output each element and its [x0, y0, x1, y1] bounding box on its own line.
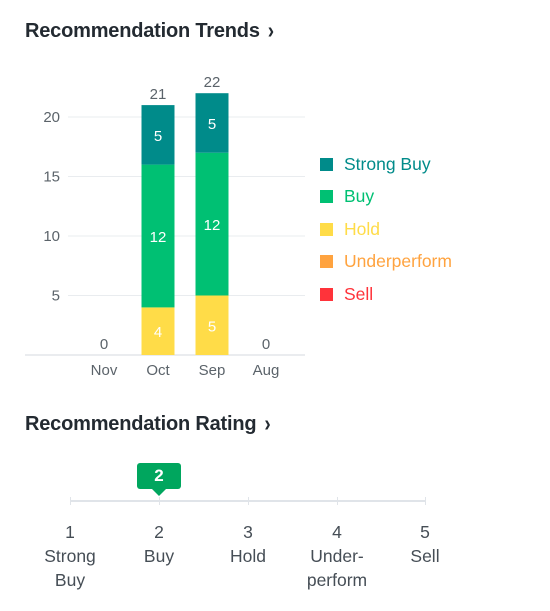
- rating-tick: [159, 497, 160, 505]
- rating-tick: [425, 497, 426, 505]
- y-tick-label: 10: [43, 228, 60, 245]
- bar-segment-hold: [141, 307, 175, 355]
- bar-total-label: 0: [262, 336, 270, 353]
- rating-scale-number: 3: [243, 522, 253, 542]
- rating-scale-number: 1: [65, 522, 75, 542]
- legend-label: Buy: [344, 186, 375, 207]
- recommendation-rating-scale: 1 Strong Buy 2 Buy 3 Hold 4 Under-perform 5 Sell 2: [0, 455, 550, 605]
- legend-label: Sell: [344, 283, 374, 304]
- bar-segment-label: 5: [154, 128, 162, 145]
- y-tick-label: 15: [43, 169, 60, 186]
- rating-scale-text: Strong: [44, 546, 96, 566]
- x-tick-label: Sep: [199, 362, 226, 379]
- legend-item-buy[interactable]: Buy: [320, 181, 452, 214]
- legend-swatch: [320, 190, 333, 204]
- chevron-right-icon: ›: [264, 411, 271, 437]
- legend-swatch: [320, 287, 333, 301]
- legend-item-sell[interactable]: Sell: [320, 278, 452, 311]
- legend-item-strong-buy[interactable]: Strong Buy: [320, 148, 452, 181]
- rating-scale-text: perform: [306, 570, 368, 590]
- legend-label: Underperform: [344, 251, 452, 272]
- rating-scale-label: 2 Buy: [109, 520, 209, 568]
- bar-segment-strong-buy: [195, 93, 229, 153]
- bar-segment-label: 12: [150, 229, 167, 246]
- rating-scale-label: 1 Strong Buy: [20, 520, 120, 592]
- bar-segment-label: 12: [204, 217, 221, 234]
- bar-segment-buy: [195, 152, 229, 296]
- rating-scale-number: 2: [154, 522, 164, 542]
- rating-scale-label: 4 Under-perform: [287, 520, 387, 592]
- bar-total-label: 0: [100, 336, 108, 353]
- bar-segment-label: 4: [154, 324, 162, 341]
- legend-label: Hold: [344, 218, 380, 239]
- rating-scale-text: Buy: [143, 546, 175, 566]
- bar-segment-strong-buy: [141, 105, 175, 165]
- chart-legend: Strong Buy Buy Hold Underperform Sell: [320, 148, 452, 311]
- x-tick-label: Oct: [146, 362, 170, 379]
- bar-segment-hold: [195, 295, 229, 355]
- legend-swatch: [320, 255, 333, 269]
- rating-tick: [248, 497, 249, 505]
- bar-segment-label: 5: [208, 116, 216, 133]
- legend-item-hold[interactable]: Hold: [320, 213, 452, 246]
- rating-scale-number: 4: [332, 522, 342, 542]
- chevron-right-icon: ›: [267, 18, 274, 44]
- recommendation-trends-title-text: Recommendation Trends: [25, 20, 260, 42]
- bar-total-label: 21: [150, 86, 167, 103]
- rating-scale-label: 3 Hold: [198, 520, 298, 568]
- rating-scale-line: [70, 500, 425, 502]
- recommendation-rating-title[interactable]: Recommendation Rating ›: [25, 411, 271, 437]
- bar-segment-buy: [141, 164, 175, 308]
- y-tick-label: 20: [43, 109, 60, 126]
- rating-scale-label: 5 Sell: [375, 520, 475, 568]
- legend-item-underperform[interactable]: Underperform: [320, 246, 452, 279]
- rating-scale-text: Sell: [410, 546, 440, 566]
- legend-label: Strong Buy: [344, 153, 431, 174]
- rating-scale-text: Under-: [310, 546, 364, 566]
- recommendation-trends-title[interactable]: Recommendation Trends ›: [25, 18, 274, 44]
- rating-scale-text: Buy: [54, 570, 86, 590]
- bar-segment-label: 5: [208, 318, 216, 335]
- x-tick-label: Aug: [253, 362, 280, 379]
- rating-tick: [70, 497, 71, 505]
- rating-tick: [337, 497, 338, 505]
- y-tick-label: 5: [52, 288, 60, 305]
- current-rating-marker: 2: [137, 463, 181, 496]
- recommendation-rating-title-text: Recommendation Rating: [25, 413, 257, 435]
- rating-scale-text: Hold: [230, 546, 266, 566]
- rating-scale-number: 5: [420, 522, 430, 542]
- x-tick-label: Nov: [91, 362, 118, 379]
- legend-swatch: [320, 157, 333, 171]
- legend-swatch: [320, 222, 333, 236]
- bar-total-label: 22: [204, 74, 221, 91]
- recommendation-trends-chart: 5 10 15 20 0 Nov 4 12 5 21 Oct 5 12 5 22 Sep 0 Aug: [25, 74, 305, 379]
